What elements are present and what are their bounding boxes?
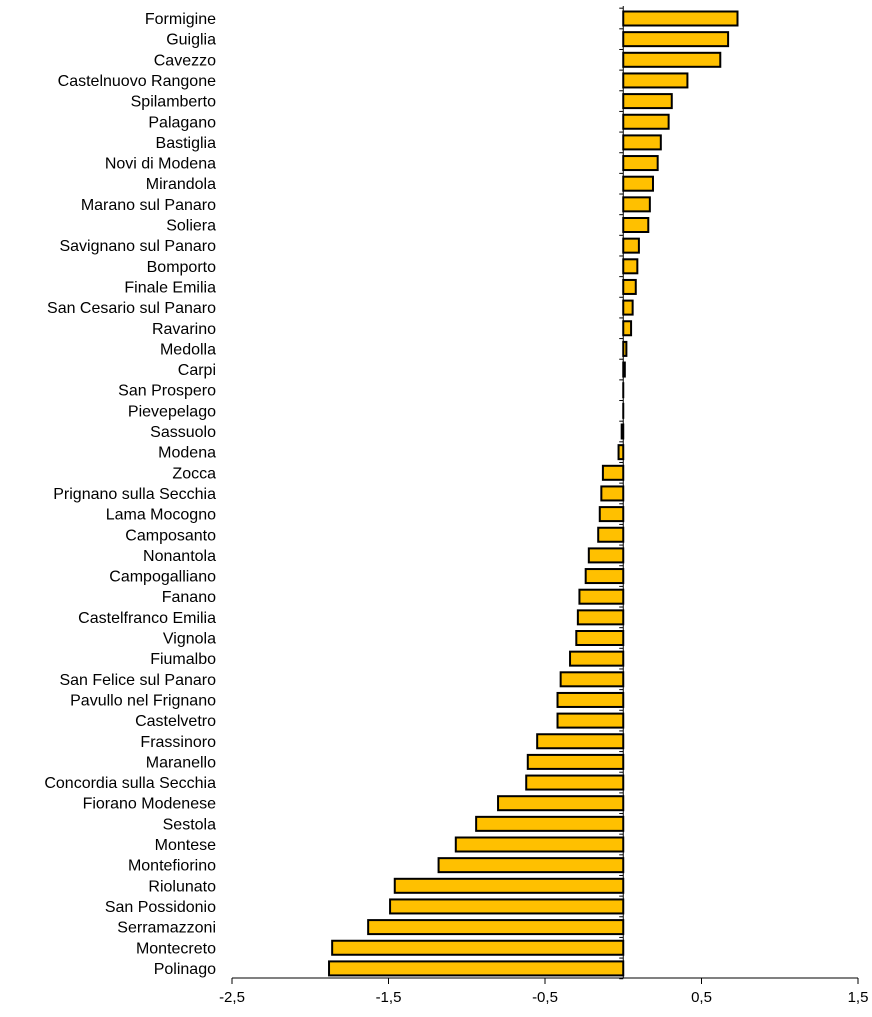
x-tick-label: 1,5 (848, 989, 869, 1006)
category-label-medolla: Medolla (160, 341, 216, 358)
category-label-fiorano-modenese: Fiorano Modenese (83, 796, 217, 813)
category-label-castelfranco-emilia: Castelfranco Emilia (78, 610, 216, 627)
bar-mirandola (623, 177, 653, 191)
category-label-pievepelago: Pievepelago (128, 403, 216, 420)
bar-riolunato (395, 879, 623, 893)
bar-spilamberto (623, 94, 672, 108)
category-label-mirandola: Mirandola (146, 176, 216, 193)
bar-castelnuovo-rangone (623, 73, 687, 87)
bar-savignano-sul-panaro (623, 239, 639, 253)
category-label-san-cesario-sul-panaro: San Cesario sul Panaro (47, 300, 216, 317)
bar-montefiorino (439, 858, 624, 872)
bar-sestola (476, 817, 623, 831)
bar-montese (456, 838, 623, 852)
bar-zocca (603, 466, 623, 480)
x-tick-label: -0,5 (532, 989, 558, 1006)
bar-marano-sul-panaro (623, 197, 650, 211)
category-label-maranello: Maranello (146, 754, 216, 771)
bar-vignola (576, 631, 623, 645)
category-label-vignola: Vignola (163, 631, 216, 648)
category-label-fiumalbo: Fiumalbo (150, 651, 216, 668)
category-label-riolunato: Riolunato (148, 878, 216, 895)
category-label-palagano: Palagano (148, 114, 216, 131)
bar-lama-mocogno (600, 507, 623, 521)
category-label-fanano: Fanano (162, 589, 216, 606)
bar-prignano-sulla-secchia (601, 486, 623, 500)
bar-fiumalbo (570, 652, 623, 666)
category-label-montese: Montese (155, 837, 216, 854)
bar-campogalliano (586, 569, 624, 583)
category-label-bastiglia: Bastiglia (156, 135, 217, 152)
category-label-castelvetro: Castelvetro (135, 713, 216, 730)
x-tick-label: -1,5 (376, 989, 402, 1006)
bar-camposanto (598, 528, 623, 542)
category-label-campogalliano: Campogalliano (109, 569, 216, 586)
bar-ravarino (623, 321, 631, 335)
bar-maranello (528, 755, 623, 769)
category-label-san-possidonio: San Possidonio (105, 899, 216, 916)
category-label-bomporto: Bomporto (147, 259, 216, 276)
category-label-camposanto: Camposanto (125, 527, 216, 544)
category-label-san-felice-sul-panaro: San Felice sul Panaro (59, 672, 216, 689)
bar-modena (619, 445, 624, 459)
category-label-zocca: Zocca (172, 465, 216, 482)
bar-nonantola (589, 548, 623, 562)
category-label-prignano-sulla-secchia: Prignano sulla Secchia (53, 486, 216, 503)
bar-novi-di-modena (623, 156, 657, 170)
category-label-sestola: Sestola (163, 816, 216, 833)
category-label-cavezzo: Cavezzo (154, 52, 216, 69)
category-label-soliera: Soliera (166, 218, 216, 235)
category-label-finale-emilia: Finale Emilia (124, 279, 216, 296)
axes-layer: -2,5 -1,5 -0,5 0,5 1,5 (219, 6, 868, 1006)
bar-frassinoro (537, 734, 623, 748)
category-label-novi-di-modena: Novi di Modena (105, 156, 216, 173)
category-label-sassuolo: Sassuolo (150, 424, 216, 441)
category-label-frassinoro: Frassinoro (140, 734, 216, 751)
category-label-montefiorino: Montefiorino (128, 858, 216, 875)
category-label-modena: Modena (158, 445, 216, 462)
bar-castelvetro (558, 714, 624, 728)
bar-castelfranco-emilia (578, 610, 623, 624)
bar-polinago (329, 961, 623, 975)
category-label-polinago: Polinago (154, 961, 216, 978)
bar-san-possidonio (390, 899, 623, 913)
category-label-guiglia: Guiglia (166, 32, 216, 49)
bar-pavullo-nel-frignano (558, 693, 624, 707)
category-label-marano-sul-panaro: Marano sul Panaro (81, 197, 216, 214)
x-tick-label: 0,5 (691, 989, 712, 1006)
x-tick-label: -2,5 (219, 989, 245, 1006)
bar-bomporto (623, 259, 637, 273)
category-label-nonantola: Nonantola (143, 548, 216, 565)
category-label-spilamberto: Spilamberto (131, 94, 216, 111)
bar-fanano (579, 590, 623, 604)
bar-soliera (623, 218, 648, 232)
bar-guiglia (623, 32, 728, 46)
bar-fiorano-modenese (498, 796, 623, 810)
bar-bastiglia (623, 135, 661, 149)
bar-finale-emilia (623, 280, 636, 294)
labels-layer: Formigine Guiglia Cavezzo Castelnuovo Rango… (44, 11, 216, 978)
category-label-formigine: Formigine (145, 11, 216, 28)
bar-san-felice-sul-panaro (561, 672, 624, 686)
bar-san-cesario-sul-panaro (623, 301, 632, 315)
category-label-concordia-sulla-secchia: Concordia sulla Secchia (44, 775, 216, 792)
bar-concordia-sulla-secchia (526, 776, 623, 790)
category-label-pavullo-nel-frignano: Pavullo nel Frignano (70, 692, 216, 709)
bar-serramazzoni (368, 920, 623, 934)
bar-montecreto (332, 941, 623, 955)
bar-cavezzo (623, 53, 720, 67)
category-label-montecreto: Montecreto (136, 940, 216, 957)
bar-formigine (623, 12, 737, 26)
category-label-san-prospero: San Prospero (118, 383, 216, 400)
category-label-lama-mocogno: Lama Mocogno (106, 507, 216, 524)
category-label-savignano-sul-panaro: Savignano sul Panaro (59, 238, 216, 255)
bar-palagano (623, 115, 668, 129)
category-label-serramazzoni: Serramazzoni (117, 920, 216, 937)
category-label-ravarino: Ravarino (152, 321, 216, 338)
bars-layer (329, 12, 737, 976)
category-label-castelnuovo-rangone: Castelnuovo Rangone (58, 73, 216, 90)
category-label-carpi: Carpi (178, 362, 216, 379)
